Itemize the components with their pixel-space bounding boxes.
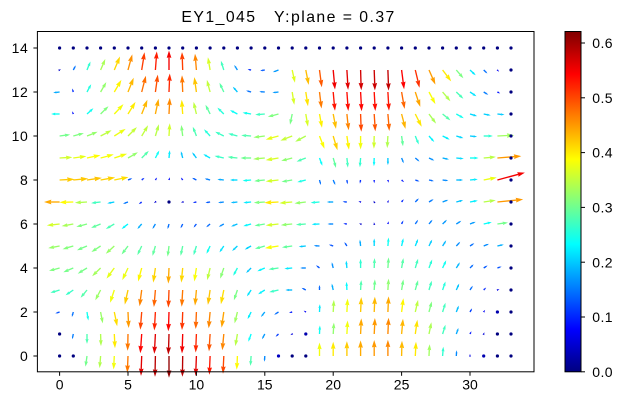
- svg-text:5: 5: [124, 377, 132, 393]
- svg-text:14: 14: [12, 40, 29, 56]
- svg-text:4: 4: [20, 260, 28, 276]
- svg-text:0.0: 0.0: [592, 364, 613, 380]
- svg-text:EY1_045 Y:plane = 0.37: EY1_045 Y:plane = 0.37: [181, 9, 395, 26]
- svg-text:10: 10: [12, 128, 29, 144]
- svg-text:2: 2: [20, 304, 28, 320]
- svg-text:30: 30: [462, 377, 478, 393]
- svg-text:0.3: 0.3: [592, 200, 613, 216]
- svg-text:0: 0: [20, 348, 28, 364]
- svg-text:15: 15: [257, 377, 273, 393]
- svg-text:6: 6: [20, 216, 28, 232]
- svg-text:0.6: 0.6: [592, 35, 613, 51]
- svg-text:8: 8: [20, 172, 28, 188]
- svg-text:25: 25: [394, 377, 410, 393]
- svg-text:20: 20: [325, 377, 341, 393]
- svg-text:10: 10: [189, 377, 205, 393]
- svg-text:0.2: 0.2: [592, 254, 613, 270]
- svg-text:12: 12: [12, 84, 29, 100]
- svg-text:0.5: 0.5: [592, 90, 613, 106]
- svg-text:0: 0: [56, 377, 64, 393]
- svg-text:0.4: 0.4: [592, 145, 613, 161]
- svg-text:0.1: 0.1: [592, 309, 613, 325]
